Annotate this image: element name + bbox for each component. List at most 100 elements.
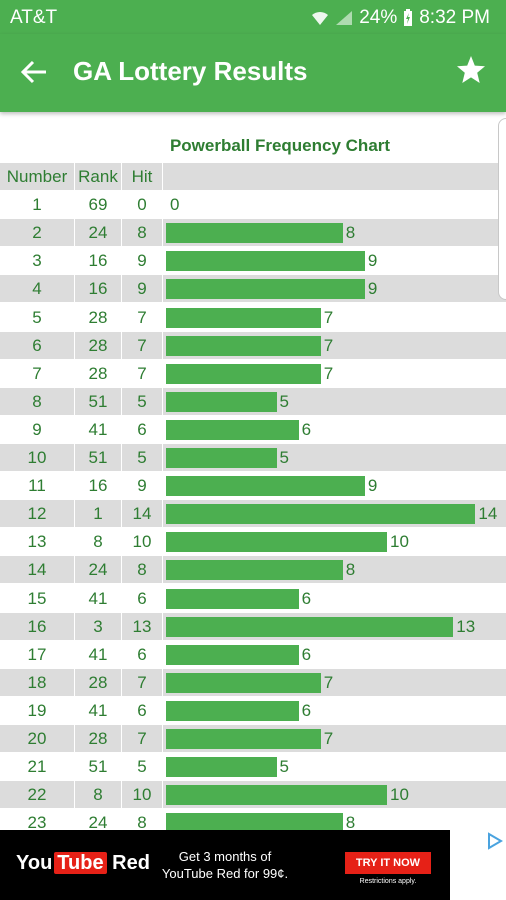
column-header: Hit [122, 163, 162, 190]
number-cell: 17 [0, 641, 74, 668]
hit-cell: 5 [122, 444, 162, 471]
hit-cell: 7 [122, 332, 162, 359]
column-divider [162, 472, 163, 499]
bar-value-label: 6 [302, 416, 311, 443]
hit-cell: 7 [122, 304, 162, 331]
frequency-bar [166, 279, 365, 299]
chart-title: Powerball Frequency Chart [160, 136, 400, 156]
rank-cell: 28 [75, 725, 121, 752]
hit-cell: 10 [122, 781, 162, 808]
table-row[interactable]: 1 69 0 0 [0, 191, 506, 219]
hit-cell: 6 [122, 416, 162, 443]
frequency-bar [166, 308, 321, 328]
column-divider [162, 641, 163, 668]
bar-value-label: 9 [368, 275, 377, 302]
frequency-chart: Powerball Frequency Chart Number Rank Hit 1… [0, 112, 506, 830]
table-row[interactable]: 19 41 6 6 [0, 697, 506, 725]
table-row[interactable]: 17 41 6 6 [0, 641, 506, 669]
table-row[interactable]: 7 28 7 7 [0, 360, 506, 388]
table-row[interactable]: 5 28 7 7 [0, 304, 506, 332]
hit-cell: 13 [122, 613, 162, 640]
frequency-bar [166, 251, 365, 271]
column-divider [162, 304, 163, 331]
number-cell: 8 [0, 388, 74, 415]
bar-value-label: 8 [346, 809, 355, 830]
table-row[interactable]: 8 51 5 5 [0, 388, 506, 416]
frequency-bar [166, 645, 299, 665]
adchoices-icon[interactable] [483, 830, 505, 852]
frequency-bar [166, 336, 321, 356]
bar-value-label: 10 [390, 781, 409, 808]
table-row[interactable]: 22 8 10 10 [0, 781, 506, 809]
frequency-bar [166, 223, 343, 243]
table-row[interactable]: 12 1 14 14 [0, 500, 506, 528]
frequency-bar [166, 504, 475, 524]
rank-cell: 28 [75, 360, 121, 387]
ad-banner[interactable]: You Tube Red Get 3 months of YouTube Red … [0, 830, 506, 900]
column-divider [162, 360, 163, 387]
hit-cell: 10 [122, 528, 162, 555]
hit-cell: 9 [122, 275, 162, 302]
bar-value-label: 5 [280, 444, 289, 471]
try-it-now-button[interactable]: TRY IT NOW [345, 852, 431, 874]
ad-panel[interactable]: You Tube Red Get 3 months of YouTube Red … [0, 830, 450, 900]
table-header-row: Number Rank Hit [0, 163, 506, 191]
bar-value-label: 6 [302, 585, 311, 612]
table-row[interactable]: 14 24 8 8 [0, 556, 506, 584]
table-row[interactable]: 9 41 6 6 [0, 416, 506, 444]
table-row[interactable]: 13 8 10 10 [0, 528, 506, 556]
hit-cell: 9 [122, 472, 162, 499]
bar-value-label: 6 [302, 697, 311, 724]
column-divider [162, 585, 163, 612]
hit-cell: 5 [122, 388, 162, 415]
column-divider [162, 556, 163, 583]
scroll-indicator[interactable] [498, 118, 506, 300]
table-row[interactable]: 3 16 9 9 [0, 247, 506, 275]
rank-cell: 51 [75, 388, 121, 415]
number-cell: 19 [0, 697, 74, 724]
star-icon[interactable] [456, 55, 486, 85]
number-cell: 2 [0, 219, 74, 246]
number-cell: 16 [0, 613, 74, 640]
hit-cell: 7 [122, 725, 162, 752]
column-divider [162, 528, 163, 555]
number-cell: 7 [0, 360, 74, 387]
table-row[interactable]: 15 41 6 6 [0, 585, 506, 613]
column-divider [162, 247, 163, 274]
arrow-left-icon[interactable] [20, 58, 48, 86]
table-row[interactable]: 21 51 5 5 [0, 753, 506, 781]
carrier-name: AT&T [10, 7, 57, 29]
bar-value-label: 7 [324, 304, 333, 331]
rank-cell: 51 [75, 444, 121, 471]
bar-value-label: 13 [456, 613, 475, 640]
frequency-bar [166, 589, 299, 609]
table-row[interactable]: 18 28 7 7 [0, 669, 506, 697]
table-row[interactable]: 11 16 9 9 [0, 472, 506, 500]
frequency-bar [166, 813, 343, 830]
hit-cell: 6 [122, 641, 162, 668]
app-bar: GA Lottery Results [0, 34, 506, 112]
table-row[interactable]: 16 3 13 13 [0, 613, 506, 641]
table-row[interactable]: 20 28 7 7 [0, 725, 506, 753]
frequency-bar [166, 532, 387, 552]
rank-cell: 24 [75, 809, 121, 830]
table-row[interactable]: 2 24 8 8 [0, 219, 506, 247]
hit-cell: 8 [122, 219, 162, 246]
rank-cell: 3 [75, 613, 121, 640]
hit-cell: 0 [122, 191, 162, 218]
table-row[interactable]: 4 16 9 9 [0, 275, 506, 303]
table-row[interactable]: 23 24 8 8 [0, 809, 506, 830]
number-cell: 15 [0, 585, 74, 612]
table-row[interactable]: 10 51 5 5 [0, 444, 506, 472]
column-divider [162, 416, 163, 443]
number-cell: 13 [0, 528, 74, 555]
bar-value-label: 8 [346, 556, 355, 583]
column-header: Number [0, 163, 74, 190]
table-row[interactable]: 6 28 7 7 [0, 332, 506, 360]
bar-value-label: 5 [280, 753, 289, 780]
frequency-bar [166, 673, 321, 693]
number-cell: 18 [0, 669, 74, 696]
column-divider [162, 332, 163, 359]
battery-charging-icon [403, 9, 413, 27]
frequency-bar [166, 392, 277, 412]
